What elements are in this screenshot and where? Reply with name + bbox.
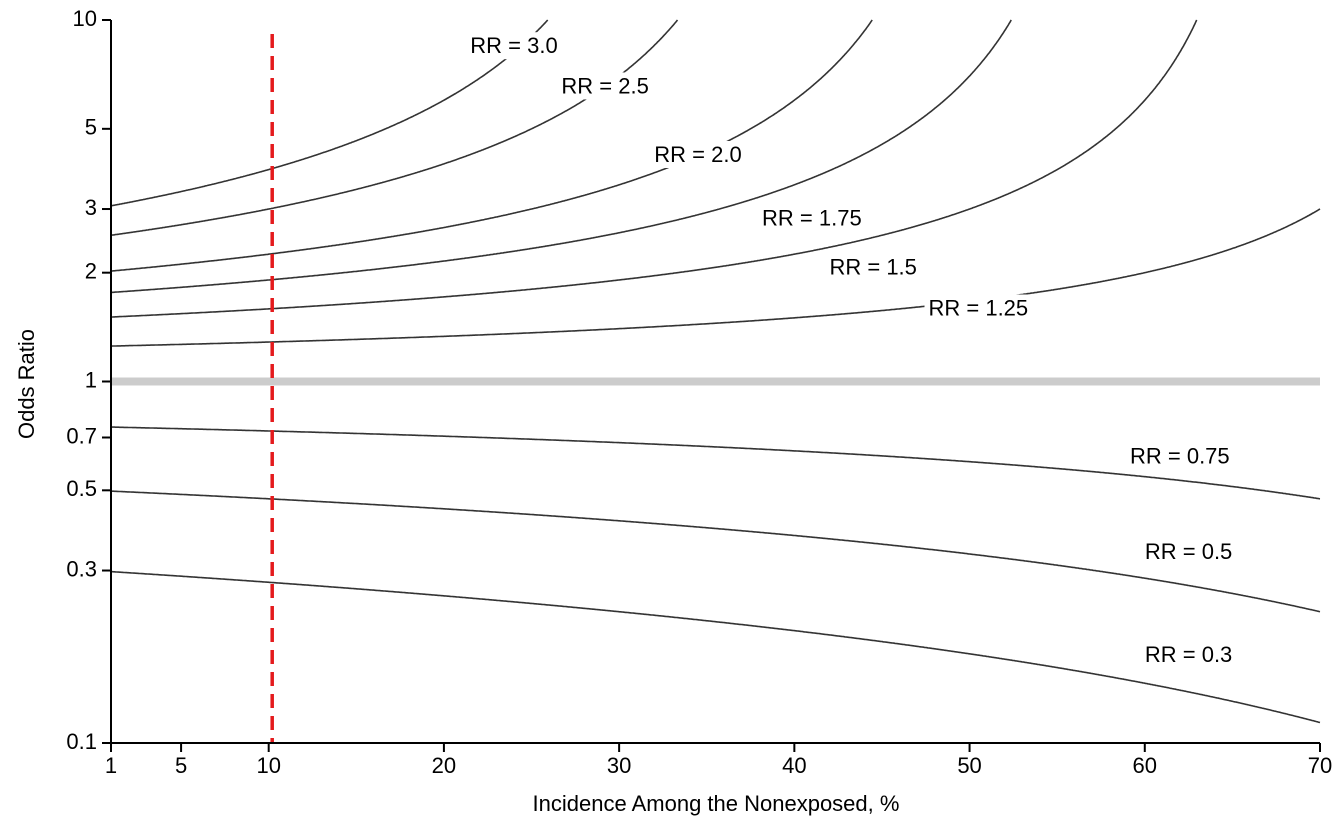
- x-axis-title: Incidence Among the Nonexposed, %: [533, 791, 900, 816]
- y-tick-label: 0.1: [66, 729, 97, 754]
- curve-label: RR = 3.0: [470, 33, 557, 58]
- curve-label: RR = 1.25: [928, 295, 1028, 320]
- x-tick-label: 40: [782, 753, 806, 778]
- series-line-rr-0-5: [110, 490, 1321, 613]
- curve-label: RR = 0.3: [1145, 642, 1232, 667]
- series-line-rr-1-25: [111, 208, 1321, 347]
- curve-label: RR = 0.5: [1145, 539, 1232, 564]
- x-tick-label: 50: [957, 753, 981, 778]
- y-tick-label: 10: [73, 6, 97, 31]
- x-tick-label: 10: [256, 753, 280, 778]
- x-tick-label: 5: [175, 753, 187, 778]
- y-tick-label: 0.3: [66, 556, 97, 581]
- series-line-rr-3: [110, 19, 549, 207]
- x-tick-label: 1: [105, 753, 117, 778]
- y-axis-title: Odds Ratio: [14, 329, 39, 439]
- y-tick-label: 3: [85, 195, 97, 220]
- series-line-rr-0-75: [111, 426, 1321, 500]
- y-tick-label: 5: [85, 115, 97, 140]
- curve-label-background: [825, 253, 921, 281]
- y-tick-label: 0.7: [66, 423, 97, 448]
- curve-label-background: [924, 294, 1033, 322]
- plot-area: [110, 19, 1321, 743]
- x-tick-label: 30: [607, 753, 631, 778]
- y-tick-label: 0.5: [66, 476, 97, 501]
- series-line-rr-0-3: [110, 570, 1321, 724]
- curve-label: RR = 0.75: [1130, 444, 1230, 469]
- curve-label-background: [1125, 442, 1234, 470]
- curve-label-background: [466, 32, 562, 60]
- curve-label: RR = 1.75: [762, 206, 862, 231]
- curve-label-background: [650, 141, 746, 169]
- series-line-rr-1-75: [111, 19, 1012, 294]
- series-line-rr-1-5: [111, 19, 1198, 318]
- curve-label-background: [557, 72, 653, 100]
- curve-label-background: [1140, 640, 1237, 668]
- curve-label-background: [758, 204, 866, 232]
- curve-labels: RR = 3.0RR = 2.5 RR = 2.0 RR = 1.75 RR = 1.…: [466, 32, 1237, 668]
- curve-label: RR = 1.5: [829, 255, 916, 280]
- x-tick-label: 60: [1133, 753, 1157, 778]
- x-tick-label: 70: [1308, 753, 1332, 778]
- x-tick-label: 20: [432, 753, 456, 778]
- y-tick-label: 2: [85, 258, 97, 283]
- curve-label: RR = 2.5: [561, 73, 648, 98]
- series-line-rr-2-5: [110, 19, 679, 236]
- curve-label: RR = 2.0: [654, 142, 741, 167]
- ticks: 1 5 10 20 30 40 50 60 70 0.1 0.3 0.5 0.7 1 2 3 5 10: [66, 6, 1332, 778]
- series-line-rr-2: [110, 19, 873, 272]
- curve-label-background: [1140, 538, 1237, 566]
- y-tick-label: 1: [85, 367, 97, 392]
